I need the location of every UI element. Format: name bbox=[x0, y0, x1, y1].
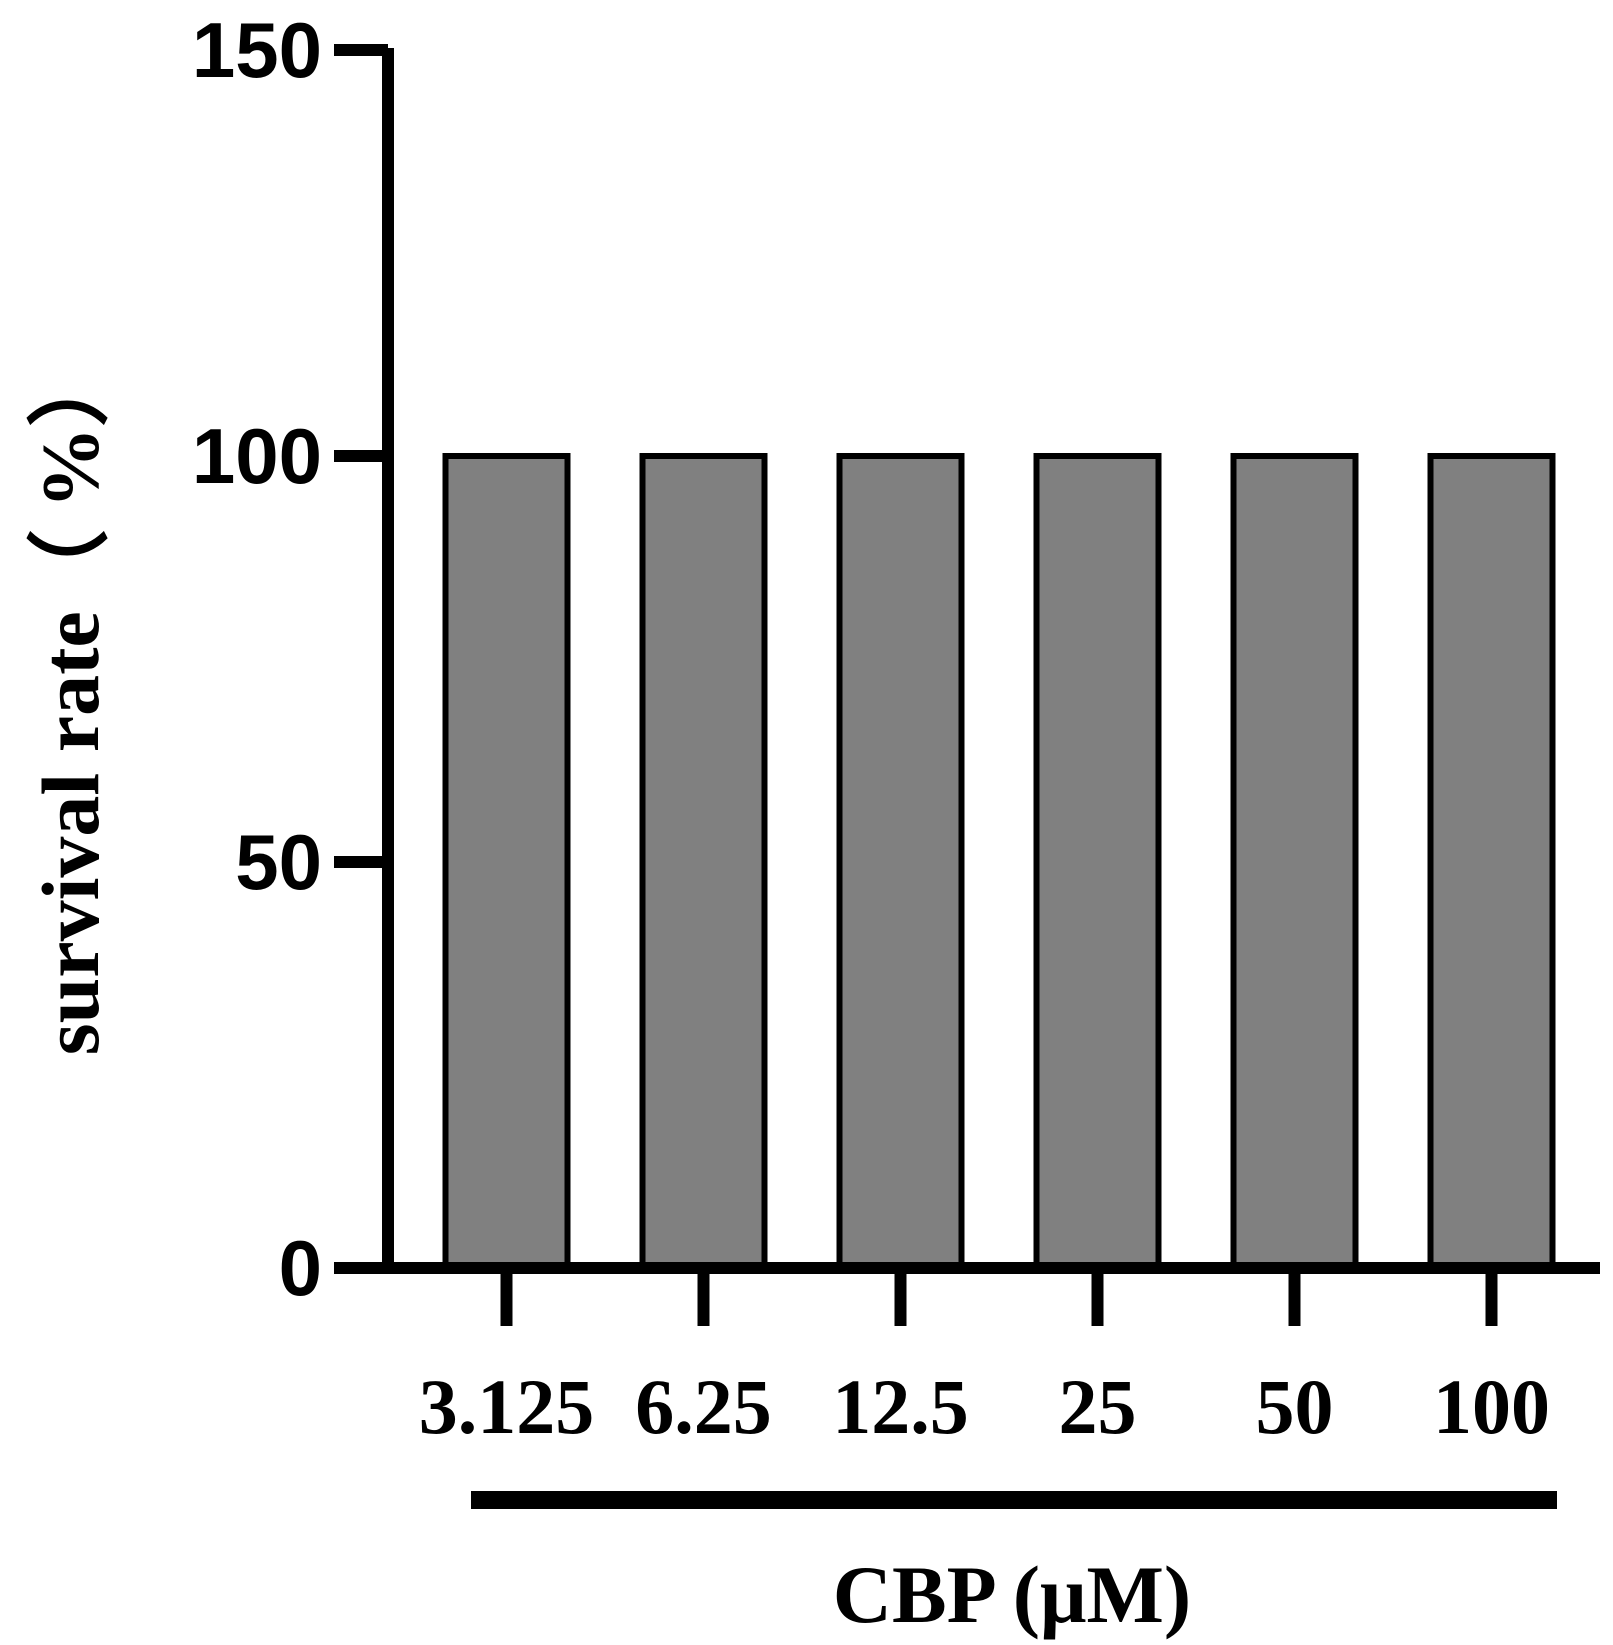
bar-50 bbox=[1230, 453, 1359, 1271]
y-tick-label-100: 100 bbox=[192, 412, 322, 500]
x-tick-label-12.5: 12.5 bbox=[832, 1363, 969, 1450]
y-tick-label-50: 50 bbox=[235, 818, 322, 906]
bar-12.5 bbox=[836, 453, 965, 1271]
bar-3.125 bbox=[442, 453, 571, 1271]
x-tick-label-50: 50 bbox=[1256, 1363, 1334, 1450]
x-tick-label-3.125: 3.125 bbox=[419, 1363, 595, 1450]
x-tick-label-25: 25 bbox=[1059, 1363, 1137, 1450]
bars-group bbox=[442, 453, 1556, 1271]
y-axis-title: survival rate（ %） bbox=[25, 345, 116, 1056]
x-tick-label-100: 100 bbox=[1433, 1363, 1550, 1450]
x-tick-label-6.25: 6.25 bbox=[635, 1363, 772, 1450]
y-tick-label-150: 150 bbox=[192, 6, 322, 94]
y-axis: 0 50 100 150 bbox=[192, 6, 394, 1312]
bar-100 bbox=[1427, 453, 1556, 1271]
y-tick-label-0: 0 bbox=[279, 1224, 322, 1312]
bar-25 bbox=[1033, 453, 1162, 1271]
x-axis-title: CBP (μM) bbox=[833, 1549, 1191, 1640]
x-axis: 3.125 6.25 12.5 25 50 100 bbox=[382, 1262, 1600, 1450]
bar-6.25 bbox=[639, 453, 768, 1271]
